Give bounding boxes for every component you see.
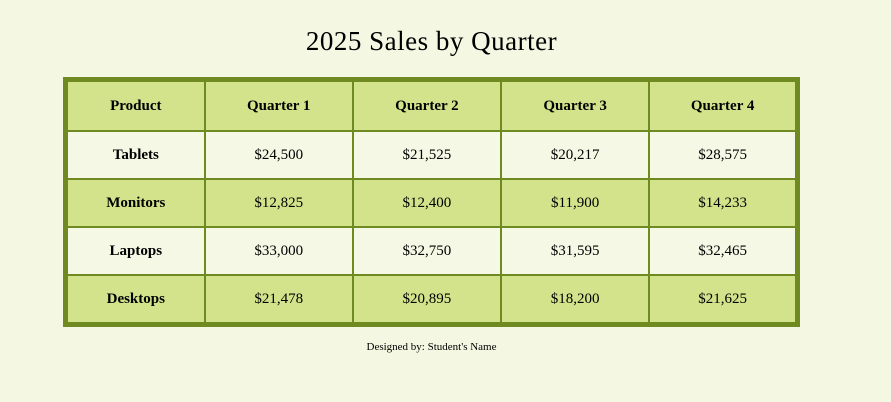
column-header-product: Product	[64, 78, 206, 132]
row-label-tablets: Tablets	[64, 130, 206, 180]
cell-tablets-q1: $24,500	[203, 130, 354, 180]
cell-desktops-q3: $18,200	[500, 274, 651, 326]
cell-laptops-q2: $32,750	[351, 226, 503, 276]
header-row: Product Quarter 1 Quarter 2 Quarter 3 Qu…	[64, 78, 799, 132]
cell-laptops-q1: $33,000	[203, 226, 354, 276]
column-header-quarter-3: Quarter 3	[500, 78, 651, 132]
sales-table: Product Quarter 1 Quarter 2 Quarter 3 Qu…	[63, 77, 800, 327]
row-label-laptops: Laptops	[64, 226, 206, 276]
cell-tablets-q4: $28,575	[648, 130, 799, 180]
cell-desktops-q4: $21,625	[648, 274, 799, 326]
column-header-quarter-2: Quarter 2	[351, 78, 503, 132]
cell-laptops-q4: $32,465	[648, 226, 799, 276]
cell-monitors-q4: $14,233	[648, 178, 799, 228]
cell-tablets-q3: $20,217	[500, 130, 651, 180]
table-row-monitors: Monitors $12,825 $12,400 $11,900 $14,233	[64, 178, 799, 228]
table-row-laptops: Laptops $33,000 $32,750 $31,595 $32,465	[64, 226, 799, 276]
table-row-tablets: Tablets $24,500 $21,525 $20,217 $28,575	[64, 130, 799, 180]
cell-desktops-q1: $21,478	[203, 274, 354, 326]
table-row-desktops: Desktops $21,478 $20,895 $18,200 $21,625	[64, 274, 799, 326]
cell-desktops-q2: $20,895	[351, 274, 503, 326]
row-label-monitors: Monitors	[64, 178, 206, 228]
page: 2025 Sales by Quarter Product Quarter 1 …	[63, 0, 800, 353]
cell-laptops-q3: $31,595	[500, 226, 651, 276]
page-title: 2025 Sales by Quarter	[305, 26, 558, 56]
cell-monitors-q1: $12,825	[203, 178, 354, 228]
row-label-desktops: Desktops	[64, 274, 206, 326]
cell-tablets-q2: $21,525	[351, 130, 503, 180]
column-header-quarter-1: Quarter 1	[203, 78, 354, 132]
cell-monitors-q3: $11,900	[500, 178, 651, 228]
cell-monitors-q2: $12,400	[351, 178, 503, 228]
designed-by-caption: Designed by: Student's Name	[366, 341, 497, 353]
column-header-quarter-4: Quarter 4	[648, 78, 799, 132]
